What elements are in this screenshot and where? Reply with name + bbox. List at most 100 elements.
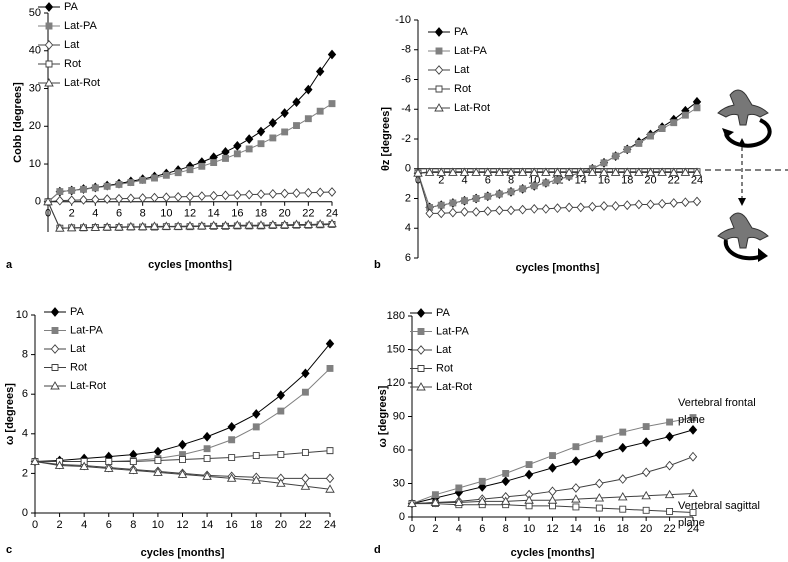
marker [669, 198, 678, 208]
marker [327, 187, 337, 197]
y-tick-label: 0 [399, 511, 405, 523]
annotation: plane [678, 517, 705, 529]
marker [525, 502, 533, 510]
marker [68, 187, 76, 194]
marker [301, 473, 310, 484]
marker [424, 167, 435, 176]
x-tick-label: 8 [140, 208, 146, 220]
marker [185, 191, 195, 202]
marker [680, 167, 691, 176]
marker [482, 167, 493, 176]
y-tick-label: -6 [401, 73, 411, 85]
marker [276, 390, 286, 401]
x-tick-label: 4 [81, 519, 87, 531]
marker [495, 190, 503, 198]
y-tick-label: 8 [22, 349, 28, 361]
marker [115, 180, 123, 188]
marker [571, 494, 581, 503]
marker [304, 115, 312, 123]
marker [185, 221, 195, 230]
marker [518, 204, 527, 215]
marker [455, 484, 463, 492]
x-tick-label: 22 [663, 523, 675, 535]
marker [232, 220, 243, 229]
marker [315, 219, 325, 228]
marker [530, 204, 539, 214]
y-tick-label: -10 [395, 14, 411, 26]
marker [325, 473, 335, 484]
marker [279, 219, 290, 229]
marker [519, 185, 527, 193]
x-tick-label: 4 [461, 175, 467, 187]
marker [162, 171, 170, 179]
legend-marker [51, 364, 59, 371]
marker [430, 497, 441, 506]
marker [233, 141, 242, 151]
marker [693, 104, 701, 112]
marker [524, 469, 534, 480]
marker [665, 431, 674, 442]
marker [542, 179, 550, 187]
marker [126, 193, 136, 204]
panel-label: d [374, 544, 381, 556]
legend-marker [434, 103, 444, 112]
legend-marker [45, 22, 53, 30]
x-tick-label: 10 [523, 523, 535, 535]
marker [208, 220, 219, 230]
marker [293, 122, 300, 129]
marker [222, 154, 229, 162]
y-tick-label: 6 [22, 388, 28, 400]
marker [102, 222, 112, 231]
marker [55, 223, 65, 232]
marker [252, 452, 260, 460]
legend-marker [51, 327, 59, 334]
marker [595, 449, 604, 460]
marker [80, 458, 88, 465]
marker [127, 179, 135, 186]
x-tick-label: 22 [302, 208, 314, 220]
x-tick-label: 18 [255, 208, 267, 220]
x-tick-label: 12 [546, 523, 558, 535]
marker [245, 145, 253, 153]
x-tick-label: 2 [69, 208, 75, 220]
marker [226, 473, 237, 482]
marker [524, 495, 534, 504]
x-tick-label: 20 [275, 519, 287, 531]
legend-marker [417, 328, 425, 335]
x-tick-label: 2 [438, 175, 444, 187]
marker [572, 443, 580, 451]
marker [198, 162, 206, 170]
marker [471, 167, 481, 176]
marker [477, 496, 488, 505]
marker [244, 189, 254, 200]
x-tick-label: 24 [326, 208, 338, 220]
legend-label: Lat-Rot [454, 102, 490, 114]
legend-label: Rot [70, 361, 87, 373]
marker [619, 428, 627, 436]
marker [221, 147, 230, 157]
marker [647, 132, 654, 140]
marker [277, 451, 285, 459]
marker [280, 188, 289, 199]
y-axis-label: θz [degrees] [380, 107, 392, 171]
marker [471, 206, 481, 217]
marker [114, 193, 124, 204]
marker [315, 187, 325, 198]
marker [553, 203, 562, 214]
marker [525, 461, 533, 468]
marker [244, 134, 254, 145]
x-tick-label: 20 [644, 175, 656, 187]
marker [151, 174, 158, 182]
legend-label: Lat-Rot [70, 380, 106, 392]
y-tick-label: 40 [29, 45, 41, 57]
y-tick-label: 6 [405, 252, 411, 264]
marker [80, 185, 87, 193]
marker [316, 107, 324, 115]
marker [79, 195, 88, 205]
marker [128, 465, 139, 474]
marker [56, 188, 64, 196]
x-tick-label: 14 [208, 208, 220, 220]
marker [502, 470, 510, 477]
marker [623, 145, 631, 153]
marker [437, 208, 446, 219]
